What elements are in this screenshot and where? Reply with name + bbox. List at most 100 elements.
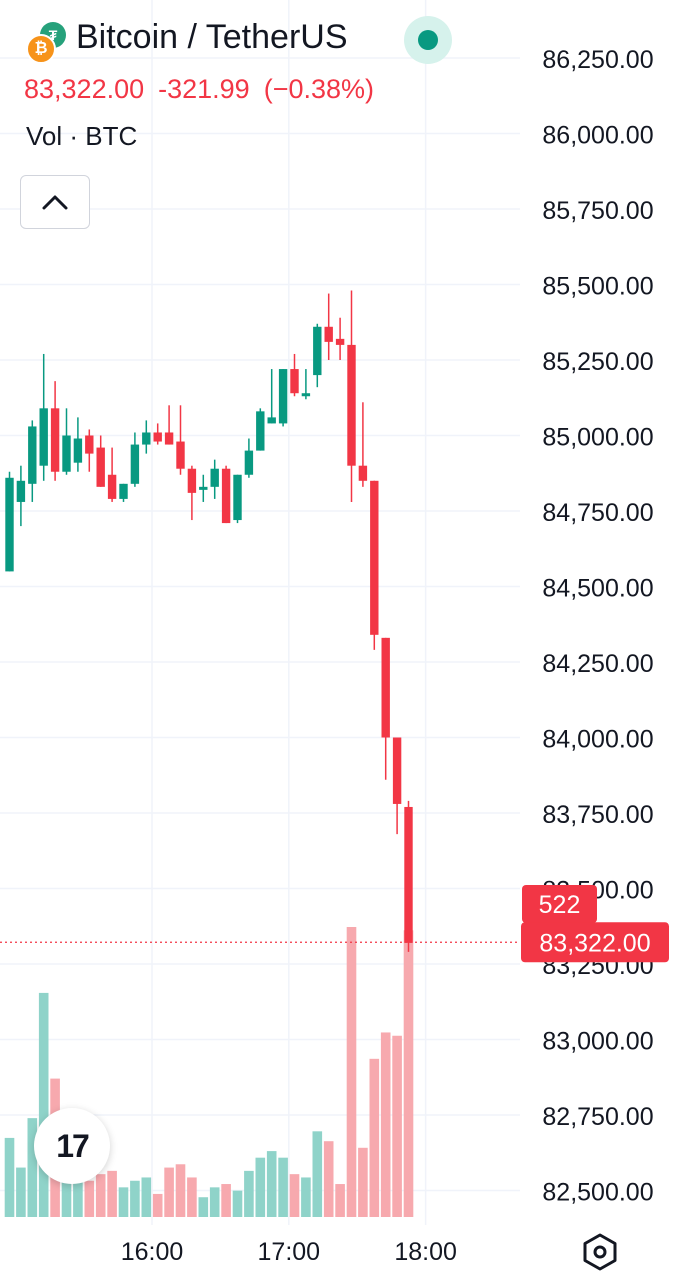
candle [404,800,413,952]
candle-body [153,432,162,442]
candle [313,323,322,388]
candle [28,420,37,502]
candle [39,353,48,481]
volume-bar [346,927,357,1217]
candle [176,405,185,475]
volume-indicator-label[interactable]: Vol · BTC [26,121,138,151]
candle [142,420,151,454]
volume-bar [107,1170,117,1217]
volume-bar [289,1174,300,1217]
collapse-legend-button[interactable] [20,175,90,229]
candle [153,423,162,445]
symbol-title[interactable]: Bitcoin / TetherUS [76,18,348,56]
candle-body [290,369,299,394]
candle [290,353,299,397]
candle-body [244,450,254,475]
price-tick-label: 85,750.00 [542,197,653,225]
candle [130,432,140,487]
candle [119,483,128,502]
candle-body [267,417,276,424]
price-axis[interactable]: 86,250.00 86,000.00 85,750.00 85,500.00 85,2… [542,46,653,1207]
candle-body [96,447,105,487]
time-tick-label: 18:00 [394,1238,457,1266]
price-tick-label: 82,750.00 [542,1103,653,1131]
candle [73,417,83,472]
settings-icon[interactable] [580,1232,620,1272]
bitcoin-icon: ₿ [26,34,56,64]
volume-bar [266,1151,277,1217]
status-dot-icon [418,30,438,50]
last-price-label: 83,322.00 [539,929,650,957]
last-price: 83,322.00 [24,74,145,104]
volume-bar [152,1193,163,1217]
candle [392,737,402,835]
price-tick-label: 84,500.00 [542,575,653,603]
candle [85,429,94,472]
time-axis[interactable]: 16:00 17:00 18:00 [121,1238,457,1266]
volume-bar [198,1197,209,1217]
last-price-badge [521,922,669,963]
candle [347,290,356,502]
candle-body [335,338,345,345]
candle-body [130,444,140,484]
price-tick-label: 86,250.00 [542,46,653,74]
volume-bar [209,1187,220,1217]
candle-body [62,435,71,472]
candle-body [50,408,60,472]
volume-bar [27,1118,38,1217]
candle-body [392,737,402,804]
price-tick-label: 84,000.00 [542,726,653,754]
candle [358,402,368,487]
price-tick-label: 83,750.00 [542,801,653,829]
last-price-badges: 522 83,322.00 [0,885,669,963]
candle [370,480,379,650]
candle-body [256,411,265,451]
candle [244,438,254,478]
volume-bar [278,1157,288,1217]
volume-value-label: 522 [539,891,581,919]
volume-bar [38,992,49,1217]
volume-bar [16,1167,26,1217]
candle [278,369,288,427]
price-tick-label: 85,500.00 [542,273,653,301]
candle [50,381,60,481]
candle-body [73,438,83,463]
tradingview-logo-text: 17 [56,1127,90,1164]
candle-body [164,432,174,445]
candle [96,435,105,487]
candle-body [313,326,322,376]
candle-body [199,486,208,490]
candle-body [221,468,231,524]
volume-bar [255,1157,266,1217]
volume-bar [392,1035,402,1217]
candle-body [370,480,379,635]
candle [233,474,242,524]
volume-bar [187,1177,197,1217]
candle [381,637,390,780]
candlesticks [5,290,413,952]
volume-bar [403,930,414,1217]
price-tick-label: 86,000.00 [542,122,653,150]
price-tick-label: 85,250.00 [542,348,653,376]
candle-body [324,326,333,342]
candle [164,405,174,445]
candle-body [39,408,48,466]
volume-bar [301,1177,311,1217]
volume-bar [358,1147,368,1217]
tradingview-logo[interactable]: 17 [34,1108,110,1184]
candle-body [107,474,117,499]
candle-body [301,393,311,397]
candle-body [347,344,356,466]
volume-bar [175,1164,186,1217]
market-open-dot[interactable] [404,16,452,64]
candle [256,408,265,451]
volume-bar [73,1160,83,1217]
candle-body [381,637,390,738]
candle [16,465,26,527]
candle-body [142,432,151,445]
volume-bar [380,1032,391,1217]
chevron-up-icon [42,195,68,210]
candle [199,474,208,502]
time-tick-label: 17:00 [258,1238,321,1266]
